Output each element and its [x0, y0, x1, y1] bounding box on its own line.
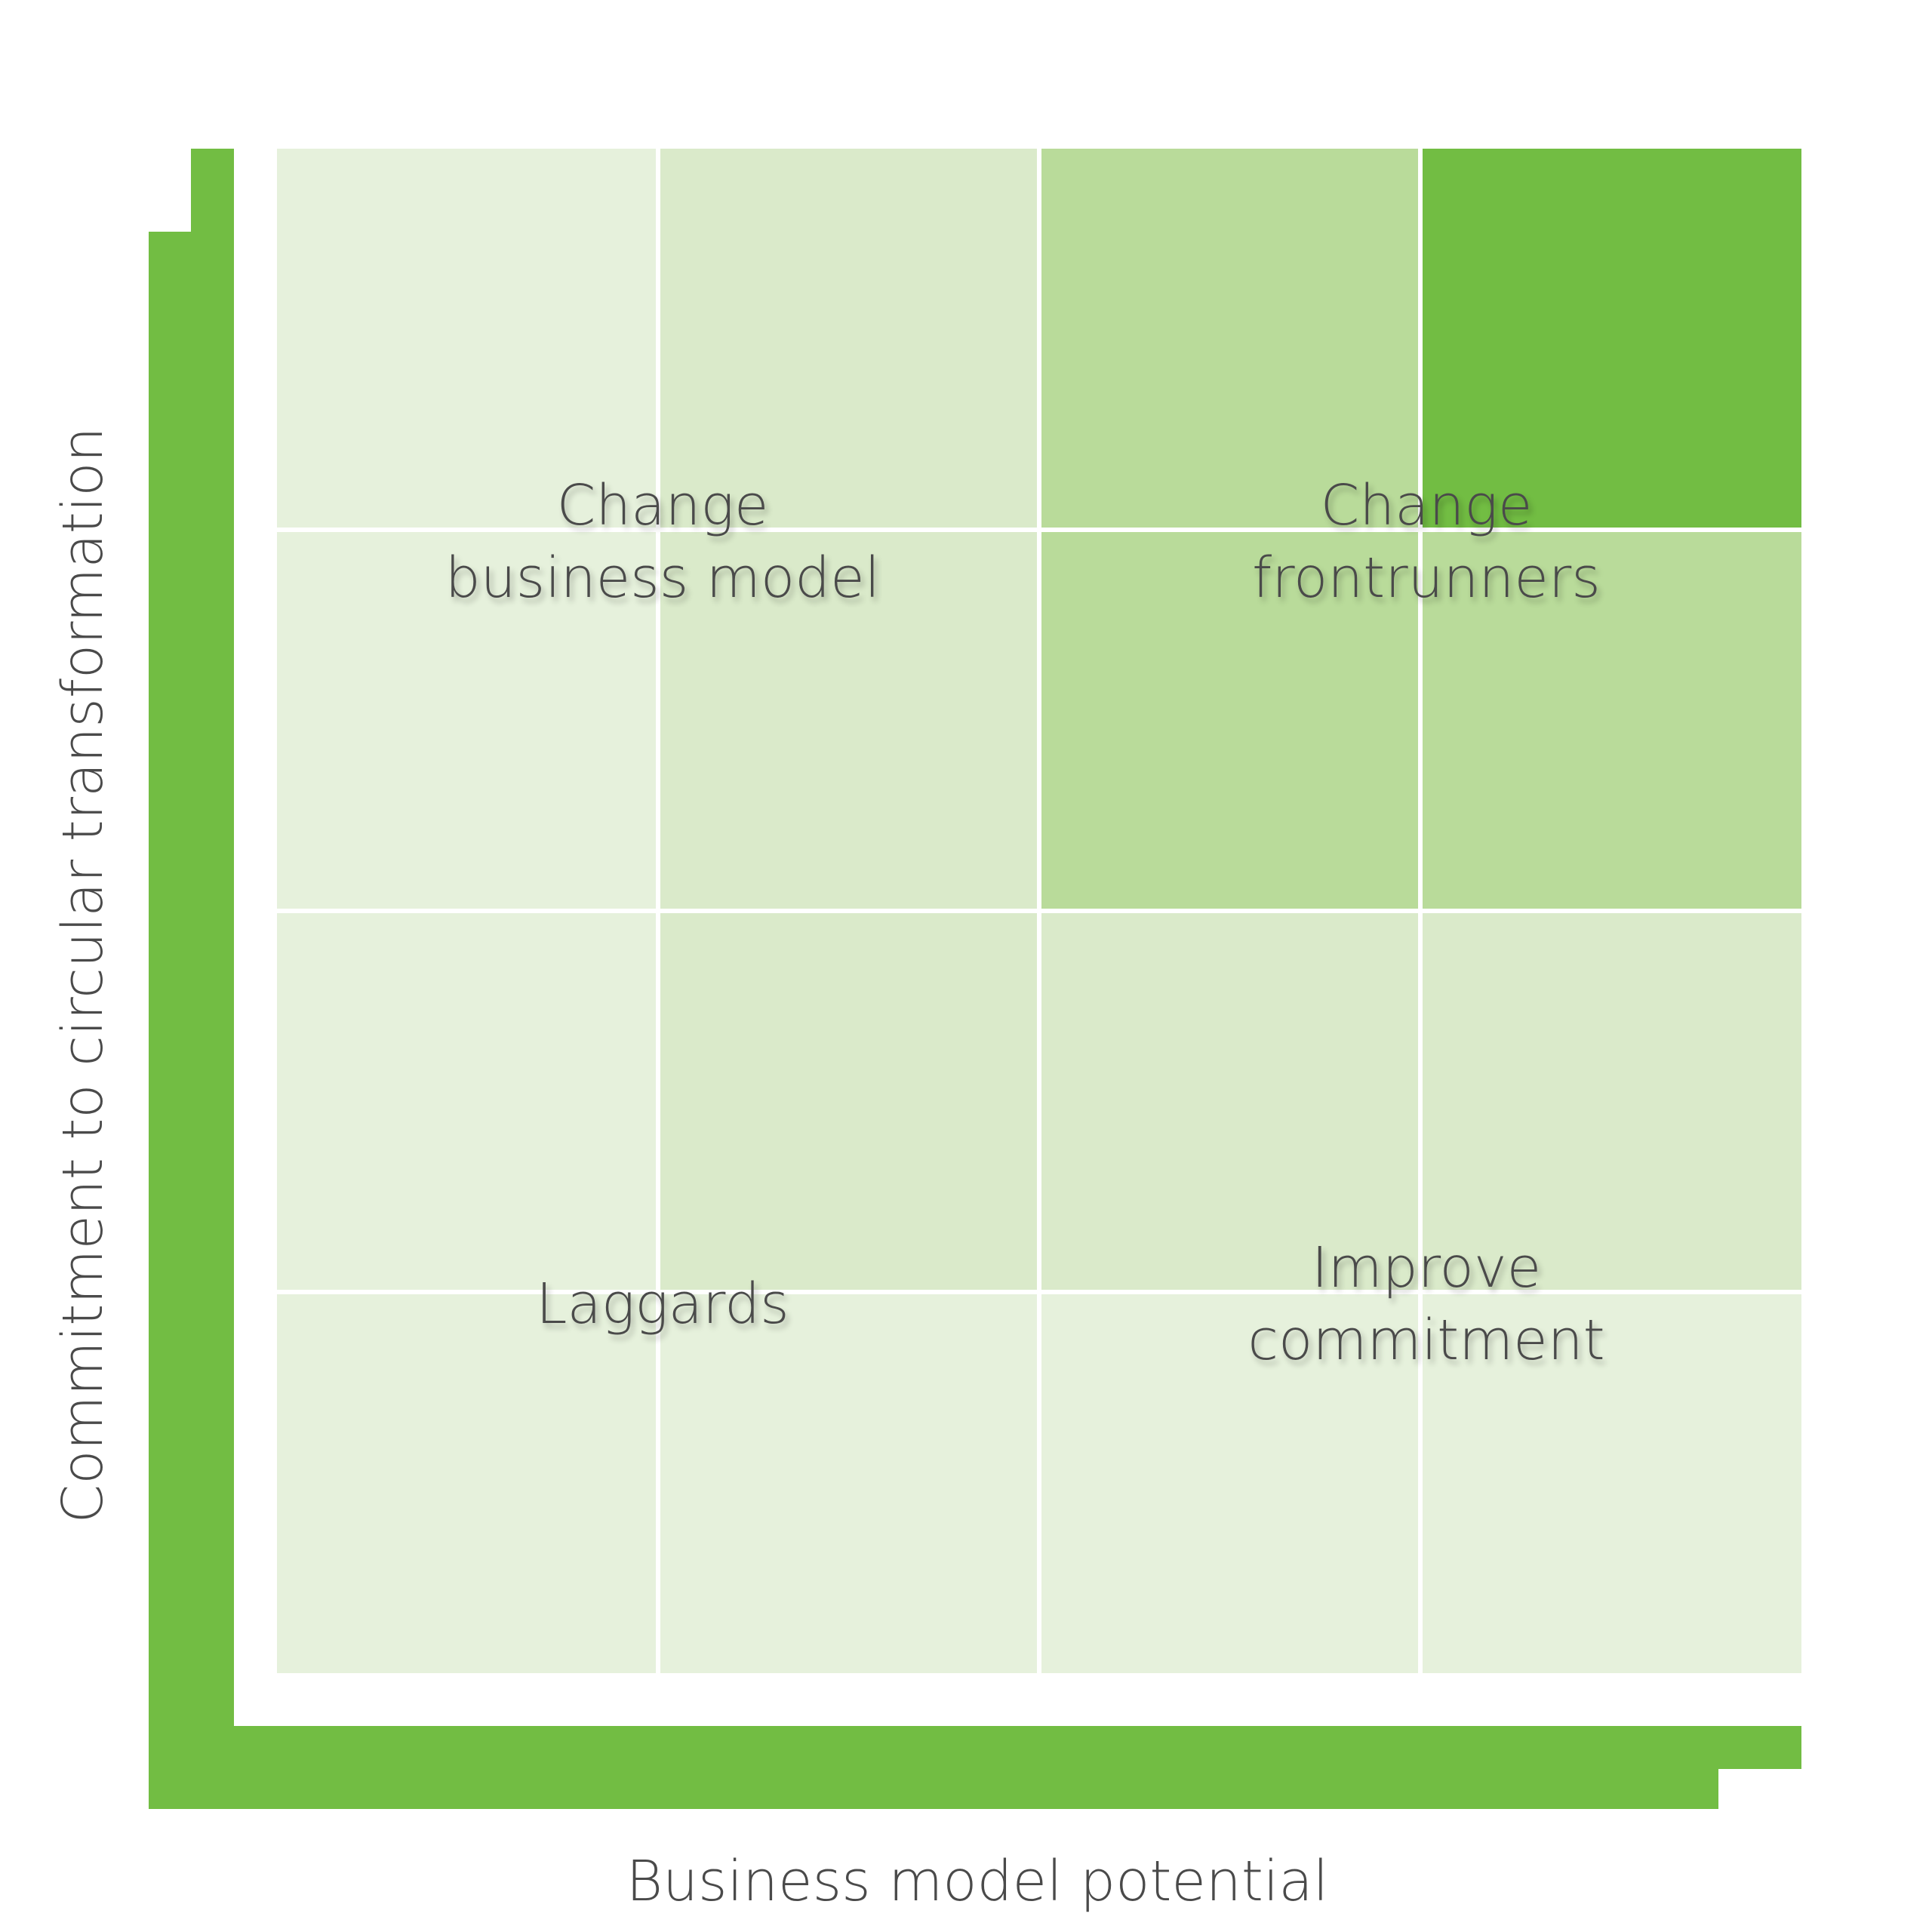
grid-cell: [277, 149, 658, 530]
grid-cell: [1420, 911, 1801, 1292]
quadrant-label-change-business-model: Change business model: [285, 469, 1040, 614]
grid-cell: [1420, 530, 1801, 911]
quadrant-label-change-frontrunners: Change frontrunners: [1049, 469, 1804, 614]
quadrant-label-line: Change: [1320, 473, 1533, 538]
grid-cell: [1039, 911, 1420, 1292]
grid-divider-horizontal: [277, 1290, 1801, 1294]
grid-cell: [1039, 530, 1420, 911]
quadrant-label-improve-commitment: Improve commitment: [1049, 1232, 1804, 1377]
grid-cell: [277, 1292, 658, 1673]
quadrant-label-line: Improve: [1311, 1235, 1542, 1300]
grid-cell: [658, 911, 1039, 1292]
grid-cell: [1420, 149, 1801, 530]
quadrant-label-line: commitment: [1247, 1308, 1605, 1373]
grid-cell: [1039, 149, 1420, 530]
grid-cell: [658, 530, 1039, 911]
grid-cell: [658, 1292, 1039, 1673]
quadrant-label-laggards: Laggards: [285, 1268, 1040, 1340]
grid-divider-vertical: [1418, 149, 1423, 1673]
quadrant-label-line: business model: [445, 546, 881, 611]
quadrant-label-line: Change: [556, 473, 769, 538]
y-axis-bar-outer: [149, 232, 234, 1809]
grid-cell: [277, 911, 658, 1292]
grid-divider-horizontal: [277, 909, 1801, 913]
matrix-grid: [277, 149, 1801, 1673]
quadrant-label-line: frontrunners: [1252, 546, 1601, 611]
grid-cell: [1039, 1292, 1420, 1673]
x-axis-bar-outer: [149, 1726, 1718, 1809]
y-axis-title: Commitment to circular transformation: [51, 426, 115, 1524]
x-axis-title: Business model potential: [626, 1849, 1329, 1914]
grid-cell: [1420, 1292, 1801, 1673]
quadrant-label-line: Laggards: [536, 1272, 789, 1337]
grid-cell: [277, 530, 658, 911]
grid-cell: [658, 149, 1039, 530]
